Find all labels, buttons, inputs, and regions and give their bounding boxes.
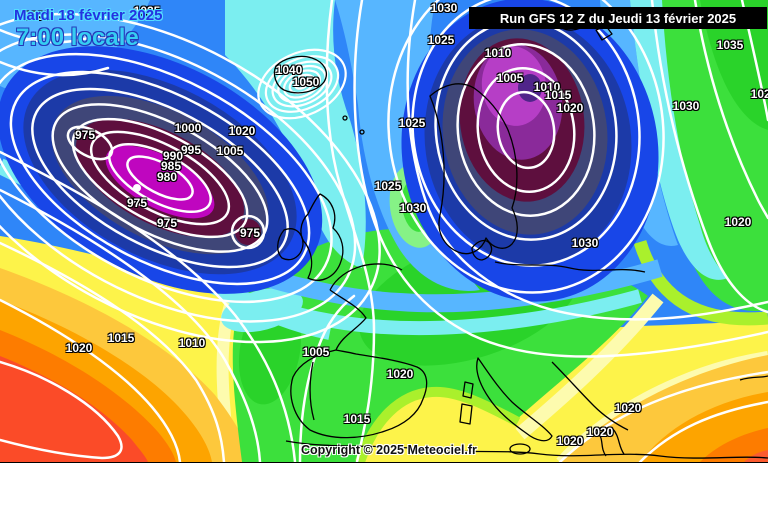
pressure-label: 1020 — [724, 215, 752, 229]
pressure-label: 1005 — [496, 71, 524, 85]
pressure-label: 990 — [162, 149, 184, 163]
pressure-label: 975 — [156, 216, 178, 230]
pressure-label: 1020 — [556, 101, 584, 115]
pressure-label: 1015 — [544, 88, 572, 102]
pressure-label: 1025 — [427, 33, 455, 47]
pressure-label: 975 — [126, 196, 148, 210]
map-date: Mardi 18 février 2025 — [14, 7, 163, 24]
copyright-text: Copyright © 2025 Meteociel.fr — [301, 443, 477, 457]
pressure-label: 1030 — [571, 236, 599, 250]
pressure-label: 1030 — [399, 201, 427, 215]
pressure-label: 1015 — [107, 331, 135, 345]
pressure-label: 975 — [239, 226, 261, 240]
pressure-label: 975 — [74, 128, 96, 142]
pressure-label: 1005 — [216, 144, 244, 158]
map-graphic — [0, 0, 768, 462]
pressure-label: 1050 — [292, 75, 320, 89]
pressure-label: 1025 — [374, 179, 402, 193]
pressure-label: 1005 — [302, 345, 330, 359]
pressure-label: 1020 — [386, 367, 414, 381]
pressure-label: 1020 — [556, 434, 584, 448]
pressure-label: 1020 — [586, 425, 614, 439]
pressure-label: 1020 — [750, 87, 768, 101]
pressure-label: 1020 — [614, 401, 642, 415]
pressure-label: 1025 — [133, 4, 161, 18]
coastlines — [273, 13, 768, 459]
pressure-field — [0, 0, 768, 462]
pressure-label: 1035 — [716, 38, 744, 52]
pressure-label: 1015 — [343, 412, 371, 426]
pressure-label: 1010 — [178, 336, 206, 350]
pressure-label: 1040 — [275, 63, 303, 77]
map-time: 7:00 locale — [16, 24, 139, 51]
pressure-label: 1030 — [430, 1, 458, 15]
pressure-label: 1020 — [228, 124, 256, 138]
run-info-box: Run GFS 12 Z du Jeudi 13 février 2025 — [469, 7, 767, 29]
pressure-label: 1010 — [484, 46, 512, 60]
pressure-label: 985 — [160, 159, 182, 173]
pressure-label: 1030 — [23, 9, 51, 23]
pressure-label: 1020 — [65, 341, 93, 355]
pressure-label: 1025 — [398, 116, 426, 130]
pressure-label: 995 — [180, 143, 202, 157]
map-canvas: Mardi 18 février 2025 7:00 locale Run GF… — [0, 0, 768, 463]
pressure-label: 1030 — [672, 99, 700, 113]
pressure-label: 1000 — [174, 121, 202, 135]
pressure-label: 1010 — [533, 80, 561, 94]
footer-bar: Géop. Z500 & pression au sol (+ 114h) 49… — [0, 463, 768, 512]
pressure-label: 980 — [156, 170, 178, 184]
